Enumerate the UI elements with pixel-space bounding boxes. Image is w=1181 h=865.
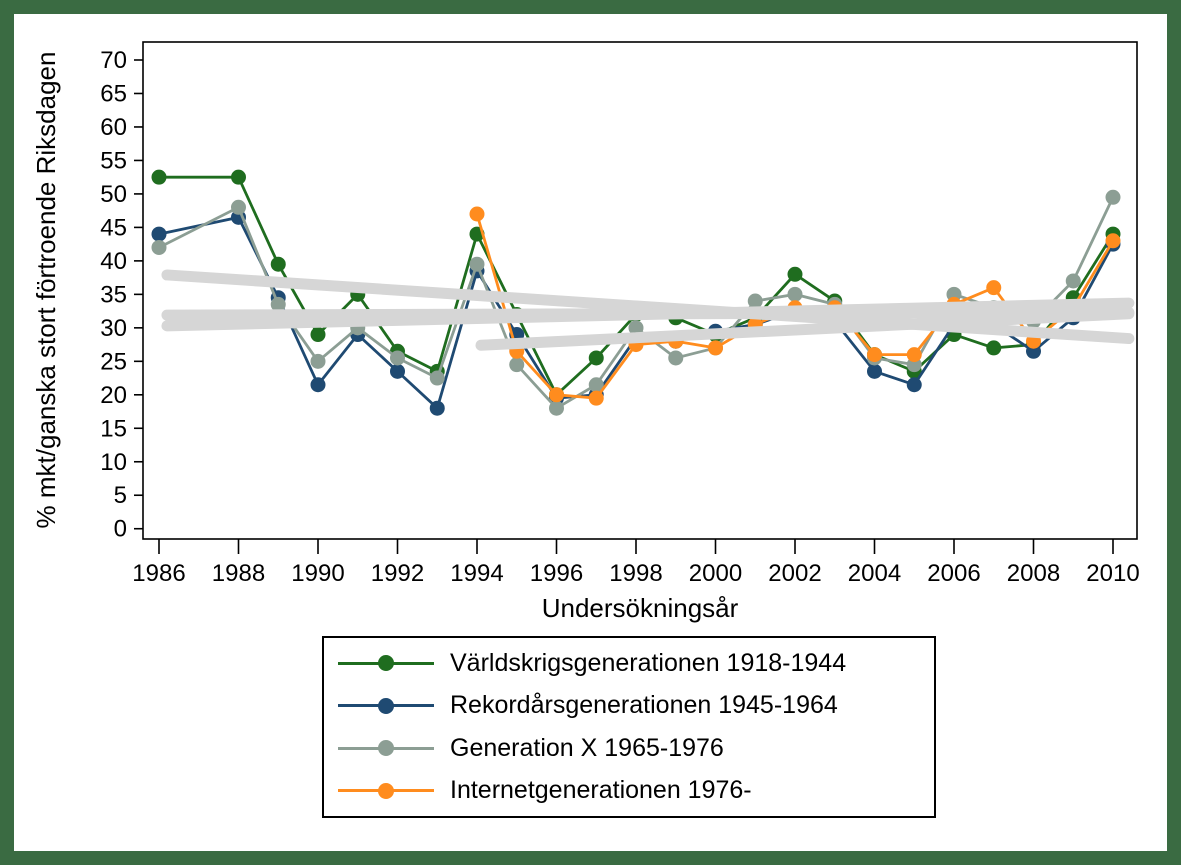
x-tick-label: 1996 xyxy=(530,560,583,587)
axes-layer: 0 5 10 15 20 25 30 35 40 45 50 55 60 65 70 1986 1988 1990… xyxy=(100,41,1140,587)
y-tick-label: 50 xyxy=(100,181,127,208)
legend-label: Generation X 1965-1976 xyxy=(450,733,724,762)
data-point-marker xyxy=(867,363,882,379)
legend-item: Internetgenerationen 1976- xyxy=(338,774,934,808)
data-point-marker xyxy=(549,387,564,403)
data-point-marker xyxy=(787,286,803,302)
x-tick-label: 2010 xyxy=(1086,560,1139,587)
y-tick-label: 65 xyxy=(100,80,127,107)
y-tick-label: 70 xyxy=(100,47,127,74)
x-tick-label: 2002 xyxy=(768,560,821,587)
data-point-marker xyxy=(906,377,922,393)
y-tick-label: 10 xyxy=(100,449,127,476)
y-tick-label: 20 xyxy=(100,382,127,409)
data-point-marker xyxy=(151,226,167,242)
x-axis-title: Undersökningsår xyxy=(542,593,739,623)
data-point-marker xyxy=(151,169,167,185)
data-point-marker xyxy=(1065,273,1081,289)
x-tick-label: 1988 xyxy=(212,560,265,587)
data-point-marker xyxy=(310,377,326,393)
data-point-marker xyxy=(1105,233,1121,249)
series-marker-icon xyxy=(338,653,434,673)
data-point-marker xyxy=(151,239,167,255)
trend-lines-layer xyxy=(161,269,1135,351)
y-axis-title: % mkt/ganska stort förtroende Riksdagen xyxy=(31,52,61,529)
data-point-marker xyxy=(469,256,485,272)
series-marker-icon xyxy=(338,781,434,801)
legend: Världskrigsgenerationen 1918-1944 Rekord… xyxy=(322,636,936,818)
y-tick-label: 5 xyxy=(114,482,127,509)
data-point-marker xyxy=(588,390,604,406)
y-tick-label: 0 xyxy=(114,516,127,543)
data-point-marker xyxy=(747,293,763,309)
y-tick-label: 25 xyxy=(100,348,127,375)
series-marker-icon xyxy=(338,696,434,716)
data-point-marker xyxy=(986,340,1002,356)
trend-line xyxy=(475,308,1135,351)
data-point-marker xyxy=(469,206,485,222)
legend-label: Världskrigsgenerationen 1918-1944 xyxy=(450,648,847,677)
data-point-marker xyxy=(628,320,644,336)
data-point-marker xyxy=(270,296,286,312)
x-tick-label: 2004 xyxy=(848,560,901,587)
series-marker-icon xyxy=(338,738,434,758)
y-tick-label: 35 xyxy=(100,281,127,308)
data-point-marker xyxy=(270,256,286,272)
x-tick-label: 2006 xyxy=(927,560,980,587)
y-tick-label: 60 xyxy=(100,114,127,141)
data-point-marker xyxy=(429,370,445,386)
data-point-marker xyxy=(549,400,564,416)
data-point-marker xyxy=(588,350,604,366)
x-tick-label: 1994 xyxy=(450,560,503,587)
data-point-marker xyxy=(867,347,882,363)
data-point-marker xyxy=(390,363,405,379)
data-point-marker xyxy=(310,353,326,369)
data-point-marker xyxy=(509,357,525,373)
data-point-marker xyxy=(708,340,723,356)
data-point-marker xyxy=(1105,189,1121,205)
data-point-marker xyxy=(231,199,246,215)
plot-border xyxy=(142,41,1138,540)
data-point-marker xyxy=(986,280,1002,296)
data-point-marker xyxy=(906,347,922,363)
y-tick-label: 30 xyxy=(100,315,127,342)
trend-line xyxy=(161,269,1135,345)
data-point-marker xyxy=(231,169,246,185)
x-tick-label: 1992 xyxy=(371,560,424,587)
legend-item: Generation X 1965-1976 xyxy=(338,731,934,765)
trend-line xyxy=(161,297,1135,332)
x-tick-label: 1986 xyxy=(132,560,185,587)
x-tick-label: 1990 xyxy=(291,560,344,587)
x-tick-label: 2008 xyxy=(1007,560,1060,587)
data-point-marker xyxy=(668,350,684,366)
y-tick-label: 55 xyxy=(100,147,127,174)
legend-label: Internetgenerationen 1976- xyxy=(450,776,752,805)
x-tick-label: 2000 xyxy=(689,560,742,587)
data-point-marker xyxy=(310,327,326,343)
data-point-marker xyxy=(588,377,604,393)
legend-label: Rekordårsgenerationen 1945-1964 xyxy=(450,691,838,720)
data-point-marker xyxy=(787,266,803,282)
legend-item: Rekordårsgenerationen 1945-1964 xyxy=(338,689,934,723)
legend-item: Världskrigsgenerationen 1918-1944 xyxy=(338,646,934,680)
y-tick-label: 45 xyxy=(100,214,127,241)
data-point-marker xyxy=(390,350,405,366)
x-tick-label: 1998 xyxy=(609,560,662,587)
y-tick-label: 40 xyxy=(100,248,127,275)
y-tick-label: 15 xyxy=(100,415,127,442)
data-point-marker xyxy=(429,400,445,416)
